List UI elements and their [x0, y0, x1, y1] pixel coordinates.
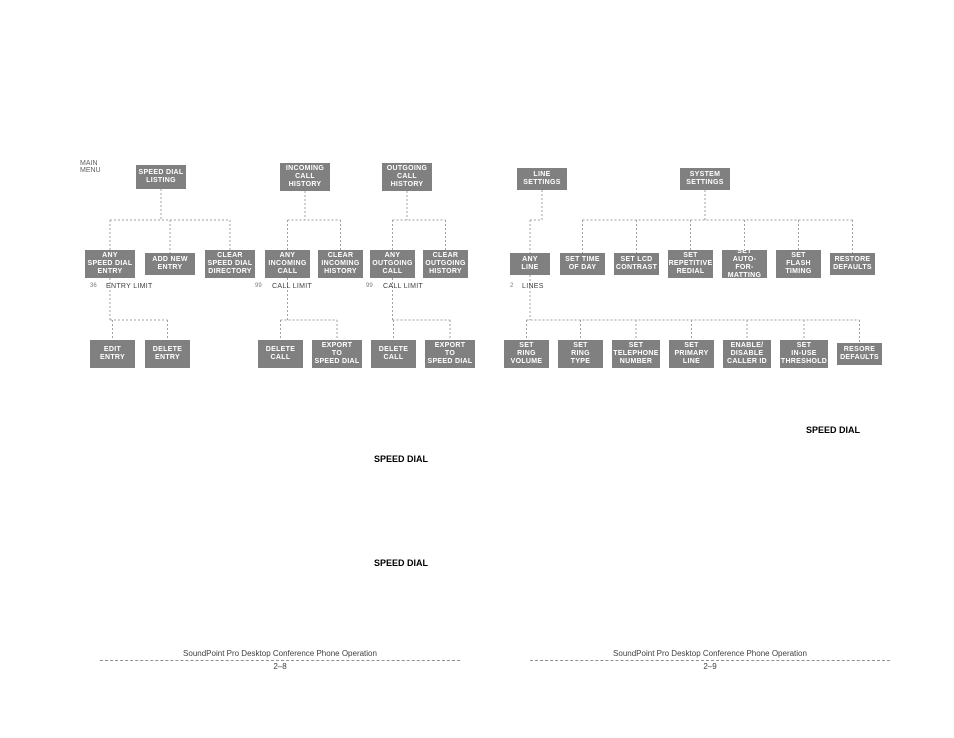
footer-left-page: 2–8 [100, 662, 460, 671]
node-clear_incoming_history: CLEARINCOMINGHISTORY [318, 250, 363, 278]
main-menu-label: MAINMENU [80, 160, 101, 174]
node-set_repetitive_redial: SETREPETITIVEREDIAL [668, 250, 713, 278]
footer-left-text: SoundPoint Pro Desktop Conference Phone … [100, 649, 460, 658]
node-line_settings: LINESETTINGS [517, 168, 567, 190]
annotation: CALL LIMIT [383, 283, 423, 290]
node-set_telephone_number: SETTELEPHONENUMBER [612, 340, 660, 368]
node-export_to_speed_dial_2: EXPORTTOSPEED DIAL [425, 340, 475, 368]
speed-dial-label-3: SPEED DIAL [374, 558, 428, 568]
annotation: ENTRY LIMIT [106, 283, 153, 290]
node-system_settings: SYSTEMSETTINGS [680, 168, 730, 190]
node-delete_entry: DELETEENTRY [145, 340, 190, 368]
node-restore_defaults: RESTOREDEFAULTS [830, 253, 875, 275]
annotation: LINES [522, 283, 544, 290]
node-add_new_entry: ADD NEWENTRY [145, 253, 195, 275]
node-restore_defaults_2: RESOREDEFAULTS [837, 343, 882, 365]
footer-right-page: 2–9 [530, 662, 890, 671]
node-speed_dial_listing: SPEED DIALLISTING [136, 165, 186, 189]
node-clear_outgoing_history: CLEAROUTGOINGHISTORY [423, 250, 468, 278]
node-set_lcd_contrast: SET LCDCONTRAST [614, 253, 659, 275]
node-any_incoming_call: ANYINCOMINGCALL [265, 250, 310, 278]
node-any_speed_dial_entry: ANYSPEED DIALENTRY [85, 250, 135, 278]
speed-dial-label-2: SPEED DIAL [374, 454, 428, 464]
annotation: 99 [255, 283, 262, 289]
node-clear_speed_dial_directory: CLEARSPEED DIALDIRECTORY [205, 250, 255, 278]
node-delete_call_2: DELETECALL [371, 340, 416, 368]
node-any_outgoing_call: ANYOUTGOINGCALL [370, 250, 415, 278]
node-set_ring_type: SETRINGTYPE [558, 340, 603, 368]
connector-layer [0, 0, 954, 738]
node-incoming_call_history: INCOMINGCALLHISTORY [280, 163, 330, 191]
node-set_flash_timing: SETFLASHTIMING [776, 250, 821, 278]
node-set_time_of_day: SET TIMEOF DAY [560, 253, 605, 275]
node-set_primary_line: SETPRIMARYLINE [669, 340, 714, 368]
speed-dial-label-1: SPEED DIAL [806, 425, 860, 435]
page-container: MAINMENU SPEED DIAL SPEED DIAL SPEED DIA… [0, 0, 954, 738]
node-export_to_speed_dial_1: EXPORTTOSPEED DIAL [312, 340, 362, 368]
node-outgoing_call_history: OUTGOINGCALLHISTORY [382, 163, 432, 191]
annotation: 2 [510, 283, 513, 289]
node-any_line: ANYLINE [510, 253, 550, 275]
footer-left-line [100, 660, 460, 661]
annotation: 36 [90, 283, 97, 289]
annotation: 99 [366, 283, 373, 289]
node-edit_entry: EDITENTRY [90, 340, 135, 368]
node-delete_call_1: DELETECALL [258, 340, 303, 368]
annotation: CALL LIMIT [272, 283, 312, 290]
node-set_in_use_threshold: SETIN-USETHRESHOLD [780, 340, 828, 368]
node-set_auto_formatting: SETAUTO-FOR-MATTING [722, 250, 767, 278]
node-set_ring_volume: SETRINGVOLUME [504, 340, 549, 368]
footer-right-text: SoundPoint Pro Desktop Conference Phone … [530, 649, 890, 658]
node-enable_disable_caller_id: ENABLE/DISABLECALLER ID [723, 340, 771, 368]
footer-right-line [530, 660, 890, 661]
